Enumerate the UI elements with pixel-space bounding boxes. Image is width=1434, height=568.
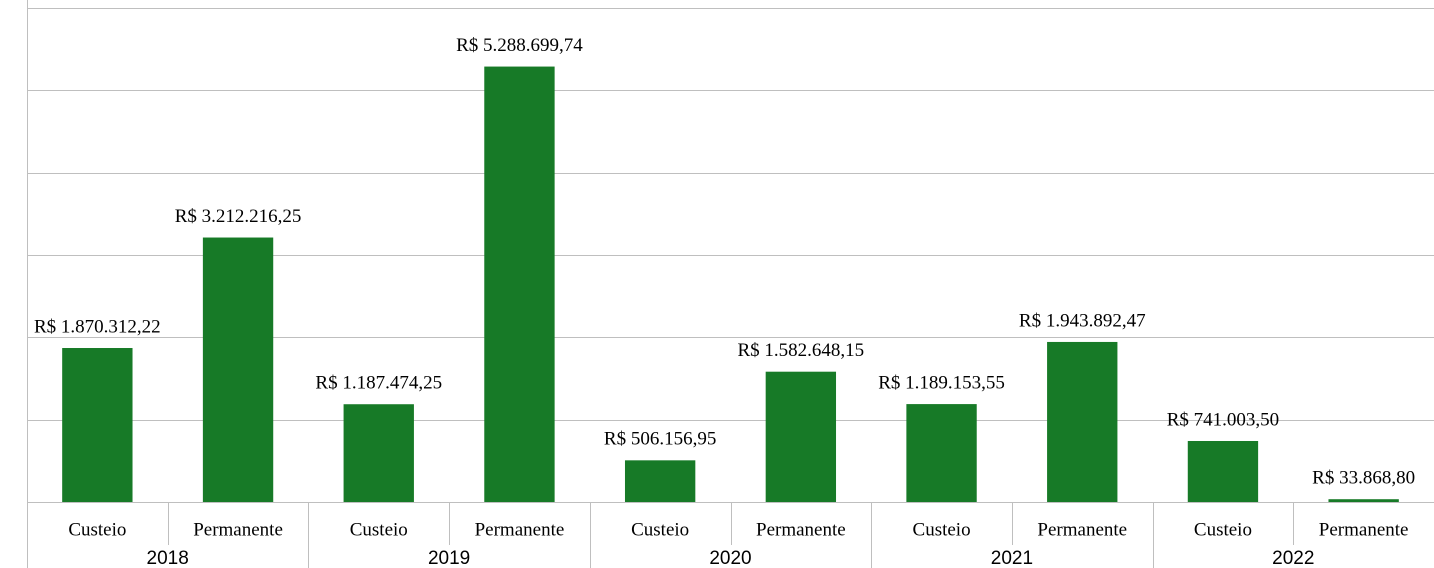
data-label: R$ 1.870.312,22 <box>34 316 161 337</box>
group-label: 2021 <box>991 548 1033 568</box>
group-label: 2022 <box>1272 548 1314 568</box>
bar <box>202 237 274 502</box>
data-label: R$ 3.212.216,25 <box>175 206 302 227</box>
bar <box>343 404 414 502</box>
x-tick-label: Custeio <box>631 519 689 540</box>
data-label: R$ 506.156,95 <box>604 429 716 450</box>
data-label: R$ 1.189.153,55 <box>878 372 1005 393</box>
data-label: R$ 5.288.699,74 <box>456 35 583 56</box>
data-label: R$ 1.943.892,47 <box>1019 310 1146 331</box>
bar <box>484 66 555 502</box>
bar <box>906 404 977 502</box>
x-tick-label: Permanente <box>193 519 283 540</box>
group-label: 2018 <box>147 548 189 568</box>
bar <box>1047 341 1118 502</box>
data-label: R$ 741.003,50 <box>1167 409 1279 430</box>
x-tick-label: Custeio <box>350 519 408 540</box>
bar <box>765 371 837 502</box>
data-label: R$ 1.187.474,25 <box>315 373 442 394</box>
bar <box>624 460 696 502</box>
data-label: R$ 1.582.648,15 <box>738 340 865 361</box>
x-tick-label: Permanente <box>756 519 846 540</box>
x-tick-label: Permanente <box>475 519 565 540</box>
x-tick-label: Custeio <box>913 519 971 540</box>
x-tick-label: Permanente <box>1037 519 1127 540</box>
group-label: 2020 <box>709 548 751 568</box>
x-tick-label: Custeio <box>1194 519 1252 540</box>
group-label: 2019 <box>428 548 470 568</box>
x-tick-label: Permanente <box>1319 519 1409 540</box>
x-tick-label: Custeio <box>68 519 126 540</box>
bar <box>1328 499 1399 502</box>
data-label: R$ 33.868,80 <box>1312 468 1415 489</box>
bar <box>1187 440 1259 502</box>
bar <box>62 348 133 502</box>
